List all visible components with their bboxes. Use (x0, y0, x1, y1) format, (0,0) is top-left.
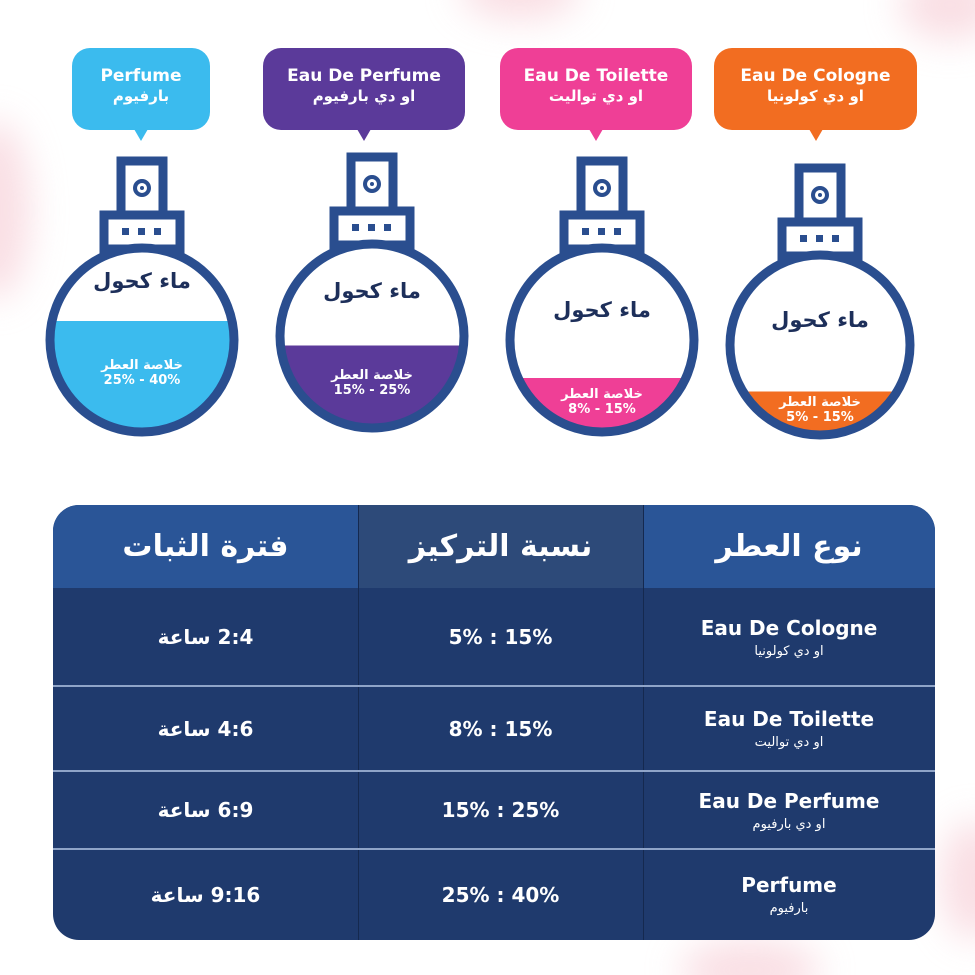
row-divider (53, 685, 935, 687)
row-divider (53, 770, 935, 772)
essence-label: خلاصة العطر 8% - 15% (512, 387, 692, 417)
bottle-icon (505, 156, 699, 437)
cell-concentration: 5% : 15% (358, 588, 643, 686)
type-english: Eau De Cologne (700, 615, 878, 640)
petal-decoration (680, 940, 820, 975)
bottle-icon (725, 163, 915, 440)
essence-text: خلاصة العطر (101, 358, 183, 373)
header-duration: فترة الثبات (53, 505, 358, 588)
essence-text: خلاصة العطر (561, 386, 643, 402)
cell-type: Eau De Cologne او دي كولونيا (643, 588, 935, 686)
header-type: نوع العطر (643, 505, 935, 588)
water-alcohol-label: ماء كحول (323, 279, 421, 304)
water-alcohol-label: ماء كحول (553, 297, 651, 322)
cell-duration: 9:16 ساعة (53, 849, 358, 940)
duration-value: 6:9 ساعة (157, 798, 254, 822)
cell-duration: 2:4 ساعة (53, 588, 358, 686)
essence-range: 8% - 15% (568, 401, 636, 417)
cell-type: Perfume بارفيوم (643, 849, 935, 940)
duration-value: 9:16 ساعة (150, 882, 261, 907)
bubble-title: Eau De Toilette (523, 66, 669, 86)
duration-value: 2:4 ساعة (157, 625, 254, 649)
cell-concentration: 8% : 15% (358, 686, 643, 771)
cell-duration: 6:9 ساعة (53, 771, 358, 849)
bubble-edt: Eau De Toilette او دي تواليت (500, 48, 692, 141)
concentration-value: 25% : 40% (441, 882, 560, 907)
water-alcohol-label: ماء كحول (771, 307, 869, 332)
concentration-value: 15% : 25% (441, 798, 560, 822)
type-english: Eau De Perfume (698, 788, 880, 813)
bubble-perfume: Perfume بارفيوم (72, 48, 210, 141)
type-arabic: او دي بارفيوم (752, 816, 826, 832)
essence-text: خلاصة العطر (331, 368, 413, 384)
water-alcohol-label: ماء كحول (93, 269, 191, 293)
bubble-title: Eau De Perfume (287, 66, 441, 86)
essence-text: خلاصة العطر (779, 394, 861, 410)
bubble-arabic: او دي كولونيا (767, 87, 864, 105)
type-arabic: بارفيوم (769, 901, 809, 916)
essence-label: خلاصة العطر 15% - 25% (282, 368, 462, 398)
essence-label: خلاصة العطر 5% - 15% (730, 395, 910, 425)
duration-value: 4:6 ساعة (157, 716, 254, 741)
type-english: Perfume (741, 873, 837, 897)
bubble-arabic: او دي تواليت (548, 87, 644, 105)
essence-range: 25% - 40% (103, 373, 181, 388)
essence-label: خلاصة العطر 25% - 40% (52, 358, 232, 388)
type-english: Eau De Toilette (703, 707, 875, 731)
bubble-edc: Eau De Cologne او دي كولونيا (714, 48, 917, 141)
essence-range: 5% - 15% (786, 409, 854, 425)
bottle-icon (275, 152, 469, 433)
type-arabic: او دي كولونيا (754, 643, 824, 659)
bottle-icon (45, 156, 239, 437)
cell-concentration: 15% : 25% (358, 771, 643, 849)
essence-range: 15% - 25% (333, 383, 411, 399)
bubble-arabic: بارفيوم (112, 87, 170, 105)
petal-decoration (940, 820, 975, 940)
cell-duration: 4:6 ساعة (53, 686, 358, 771)
cell-concentration: 25% : 40% (358, 849, 643, 940)
cell-type: Eau De Perfume او دي بارفيوم (643, 771, 935, 849)
header-concentration: نسبة التركيز (358, 505, 643, 588)
bubble-title: Perfume (100, 66, 182, 86)
type-arabic: او دي تواليت (754, 735, 824, 750)
petal-decoration (460, 0, 580, 20)
perfume-table: نوع العطر نسبة التركيز فترة الثبات Eau D… (53, 505, 935, 940)
concentration-value: 5% : 15% (448, 625, 553, 649)
bubble-arabic: او دي بارفيوم (312, 87, 416, 105)
bubble-edp: Eau De Perfume او دي بارفيوم (263, 48, 465, 141)
cell-type: Eau De Toilette او دي تواليت (643, 686, 935, 771)
bubble-title: Eau De Cologne (740, 66, 891, 86)
concentration-value: 8% : 15% (448, 716, 553, 741)
row-divider (53, 848, 935, 850)
